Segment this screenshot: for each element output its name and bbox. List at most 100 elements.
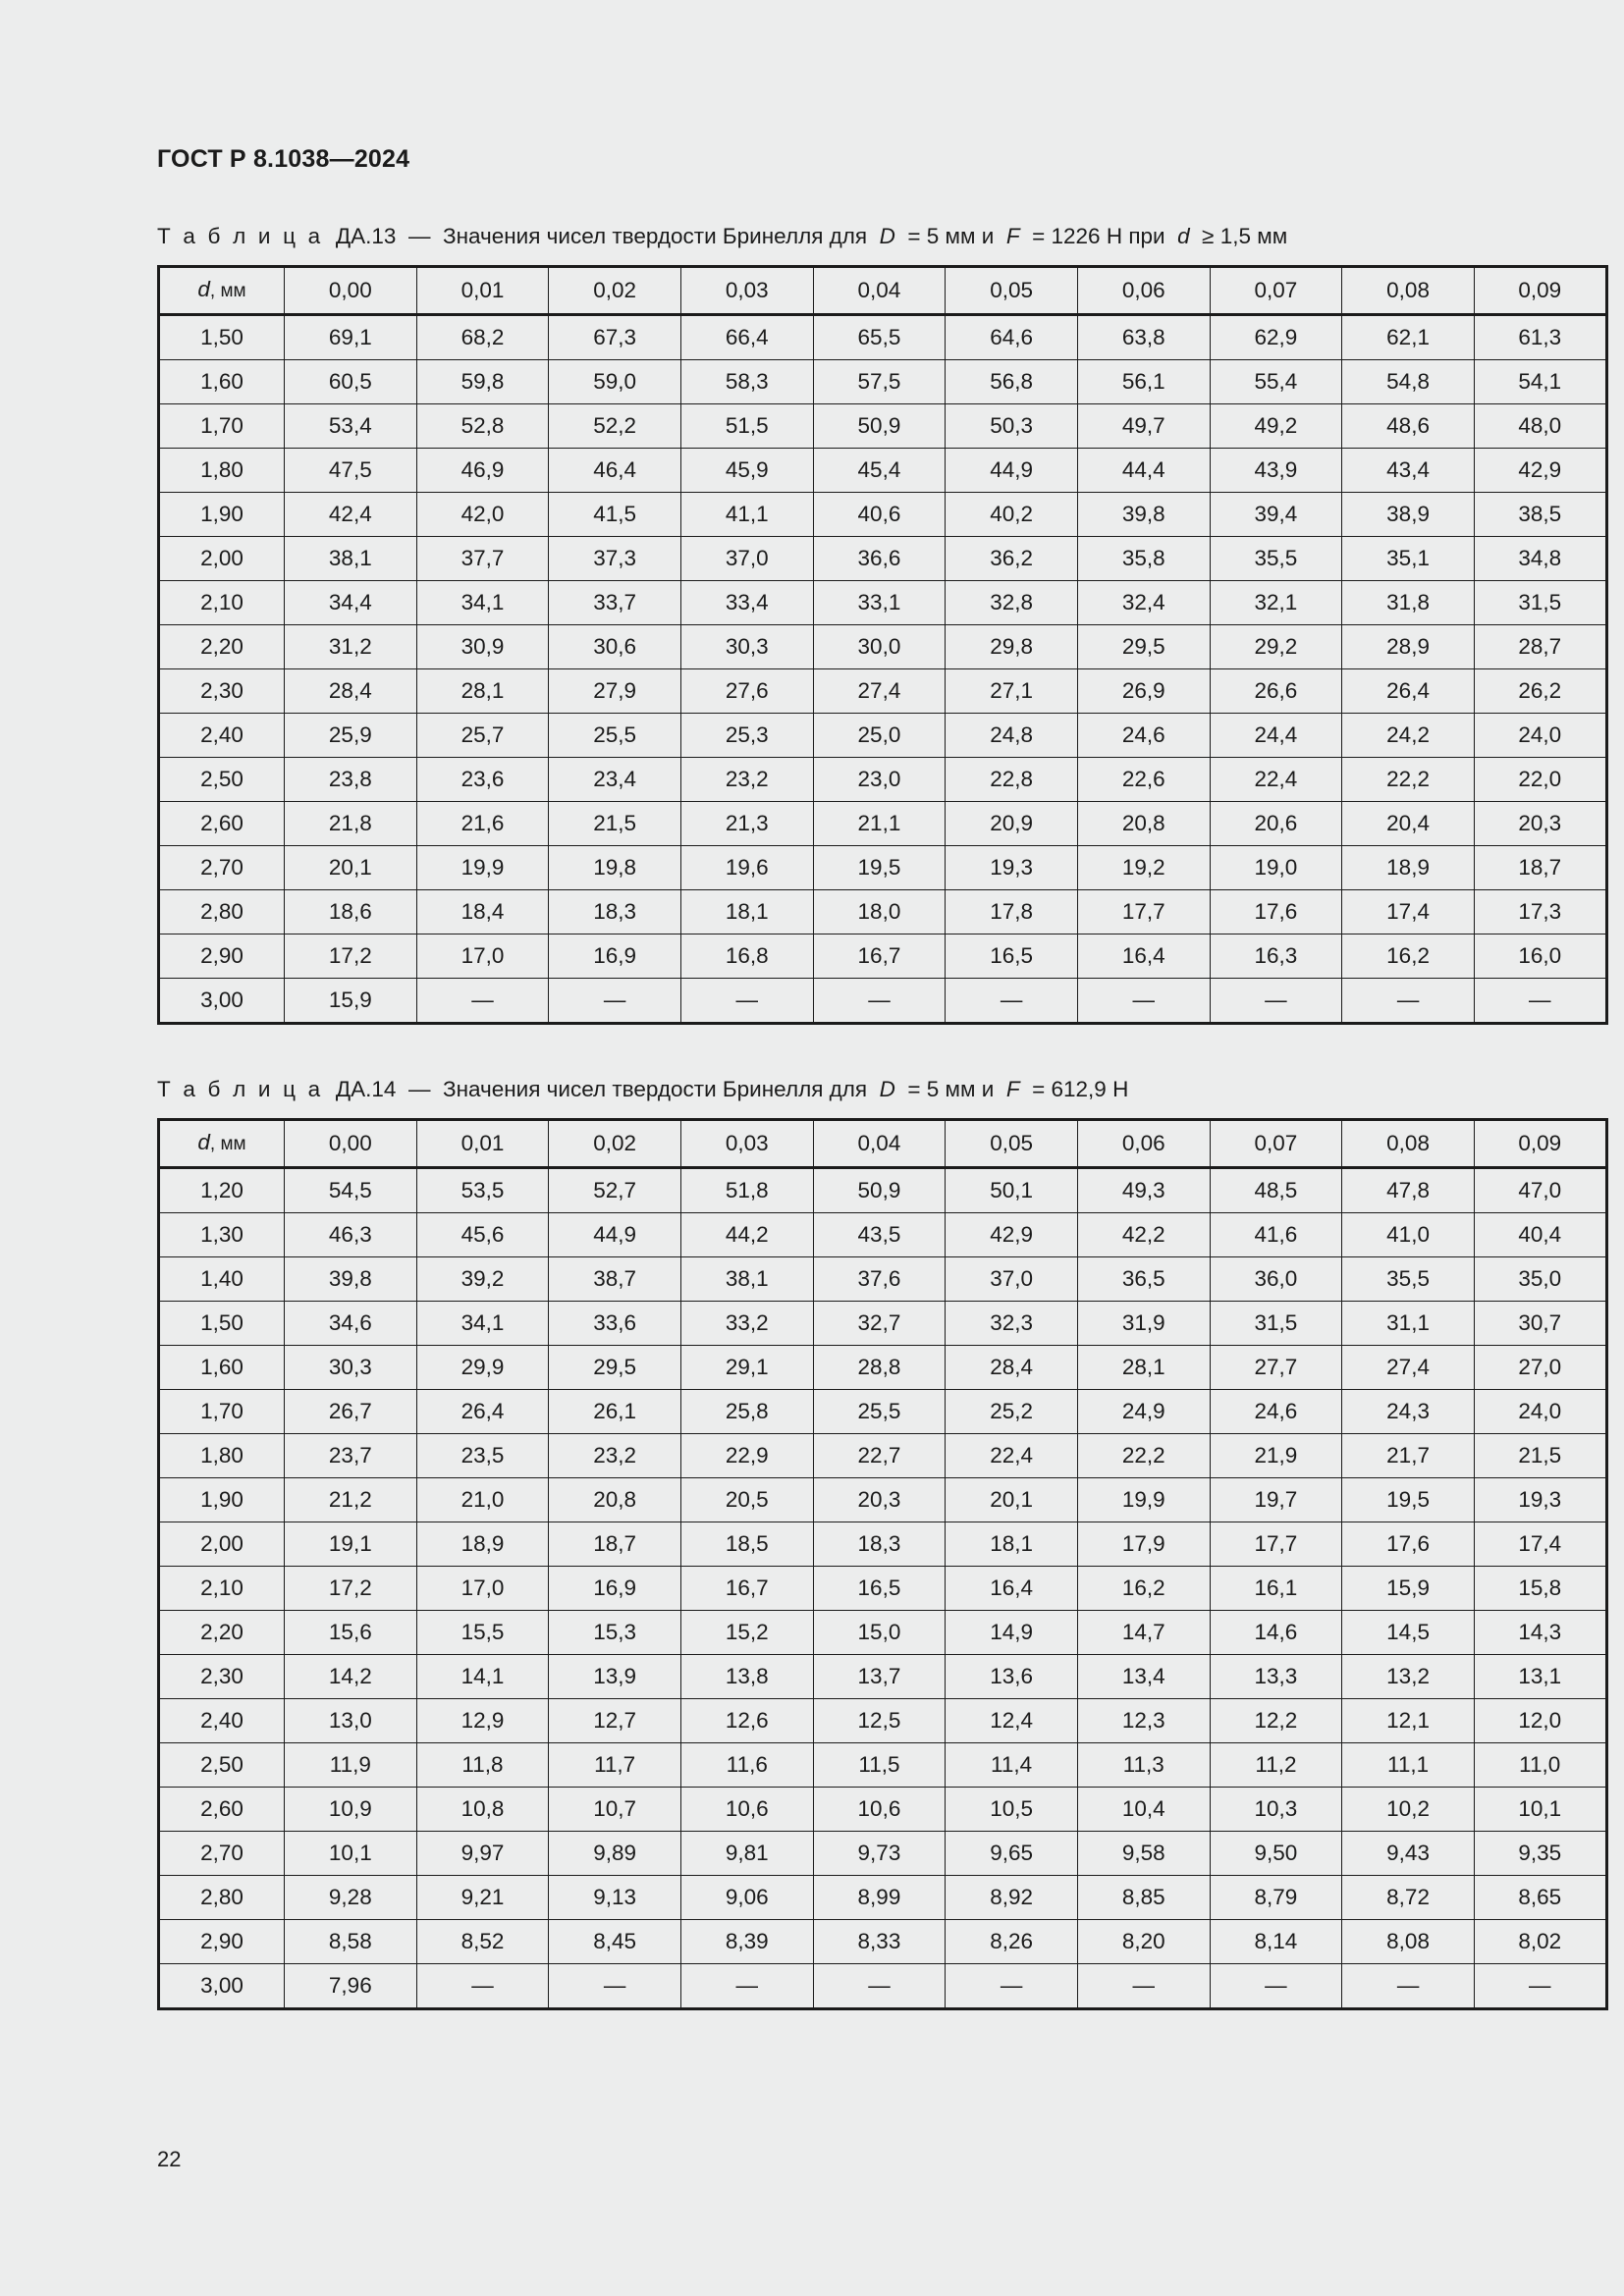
cell-hardness-value: 45,6 xyxy=(415,1212,550,1257)
cell-hardness-value: 9,65 xyxy=(945,1831,1078,1876)
cell-hardness-value: 38,1 xyxy=(679,1256,814,1302)
cell-hardness-value: 9,13 xyxy=(548,1875,681,1920)
cell-hardness-value: 16,0 xyxy=(1473,934,1608,979)
cell-hardness-value: 21,5 xyxy=(1473,1433,1608,1478)
table-row: 1,40 39,8 39,2 38,7 38,1 37,6 37,0 36,5 36,0 35,5… xyxy=(157,1256,1608,1302)
cell-hardness-value: 28,4 xyxy=(284,668,417,714)
table-row: 2,10 17,2 17,0 16,9 16,7 16,5 16,4 16,2 16,1 15,9… xyxy=(157,1566,1608,1611)
cell-hardness-value: — xyxy=(1473,1963,1608,2010)
cell-hardness-value: 11,8 xyxy=(415,1742,550,1788)
table-row: 2,70 10,1 9,97 9,89 9,81 9,73 9,65 9,58 9,50 9,43… xyxy=(157,1831,1608,1876)
cell-hardness-value: 34,1 xyxy=(415,1301,550,1346)
cell-hardness-value: 36,5 xyxy=(1076,1256,1211,1302)
cell-hardness-value: 16,3 xyxy=(1209,934,1343,979)
cell-hardness-value: 9,43 xyxy=(1341,1831,1475,1876)
table-head: d, мм 0,00 0,01 0,02 0,03 0,04 0,05 0,06 0,07 0,… xyxy=(157,1118,1608,1169)
cell-d-value: 1,70 xyxy=(157,403,285,449)
cell-hardness-value: 20,1 xyxy=(284,845,417,890)
cell-hardness-value: 8,52 xyxy=(415,1919,550,1964)
cell-hardness-value: 23,7 xyxy=(284,1433,417,1478)
cell-hardness-value: 40,2 xyxy=(945,492,1078,537)
cell-hardness-value: 35,0 xyxy=(1473,1256,1608,1302)
cell-d-value: 1,60 xyxy=(157,359,285,404)
cell-hardness-value: 28,8 xyxy=(812,1345,947,1390)
caption-variable-D: D xyxy=(879,1077,895,1101)
cell-hardness-value: 17,0 xyxy=(415,1566,550,1611)
cell-d-value: 3,00 xyxy=(157,978,285,1025)
cell-hardness-value: 33,4 xyxy=(679,580,814,625)
cell-hardness-value: 53,4 xyxy=(284,403,417,449)
cell-hardness-value: 12,6 xyxy=(679,1698,814,1743)
cell-hardness-value: 13,7 xyxy=(812,1654,947,1699)
cell-hardness-value: 11,0 xyxy=(1473,1742,1608,1788)
table-row: 2,30 14,2 14,1 13,9 13,8 13,7 13,6 13,4 13,3 13,2… xyxy=(157,1654,1608,1699)
cell-hardness-value: 23,8 xyxy=(284,757,417,802)
caption-label: Т а б л и ц а xyxy=(157,224,324,248)
caption-dash: — xyxy=(407,224,431,248)
cell-hardness-value: 12,3 xyxy=(1076,1698,1211,1743)
cell-hardness-value: 26,1 xyxy=(548,1389,681,1434)
cell-hardness-value: 19,9 xyxy=(415,845,550,890)
cell-hardness-value: 10,8 xyxy=(415,1787,550,1832)
caption-text-part1: Значения чисел твердости Бринелля для xyxy=(442,1077,868,1101)
cell-hardness-value: 19,8 xyxy=(548,845,681,890)
cell-hardness-value: 14,1 xyxy=(415,1654,550,1699)
cell-hardness-value: 22,4 xyxy=(1209,757,1343,802)
cell-hardness-value: 25,9 xyxy=(284,713,417,758)
cell-hardness-value: 56,1 xyxy=(1076,359,1211,404)
cell-hardness-value: 52,2 xyxy=(548,403,681,449)
cell-hardness-value: 18,7 xyxy=(1473,845,1608,890)
cell-hardness-value: 69,1 xyxy=(284,314,417,360)
column-header-0-09: 0,09 xyxy=(1473,265,1608,316)
cell-hardness-value: 38,9 xyxy=(1341,492,1475,537)
cell-hardness-value: 48,6 xyxy=(1341,403,1475,449)
cell-hardness-value: 32,7 xyxy=(812,1301,947,1346)
cell-hardness-value: 14,6 xyxy=(1209,1610,1343,1655)
cell-hardness-value: 34,1 xyxy=(415,580,550,625)
cell-hardness-value: — xyxy=(1076,1963,1211,2010)
cell-hardness-value: 21,8 xyxy=(284,801,417,846)
cell-d-value: 2,50 xyxy=(157,757,285,802)
cell-hardness-value: — xyxy=(1341,1963,1475,2010)
cell-hardness-value: 12,0 xyxy=(1473,1698,1608,1743)
caption-dash: — xyxy=(407,1077,431,1101)
cell-d-value: 1,40 xyxy=(157,1256,285,1302)
cell-hardness-value: 8,65 xyxy=(1473,1875,1608,1920)
column-header-0-04: 0,04 xyxy=(812,265,947,316)
cell-hardness-value: 21,0 xyxy=(415,1477,550,1522)
cell-hardness-value: 42,0 xyxy=(415,492,550,537)
column-header-0-07: 0,07 xyxy=(1209,265,1343,316)
cell-hardness-value: 48,0 xyxy=(1473,403,1608,449)
cell-hardness-value: 11,4 xyxy=(945,1742,1078,1788)
cell-hardness-value: 37,3 xyxy=(548,536,681,581)
cell-hardness-value: 22,7 xyxy=(812,1433,947,1478)
table-row: 2,50 11,9 11,8 11,7 11,6 11,5 11,4 11,3 11,2 11,1… xyxy=(157,1742,1608,1788)
column-header-0-02: 0,02 xyxy=(548,265,681,316)
cell-hardness-value: 40,6 xyxy=(812,492,947,537)
cell-hardness-value: 22,0 xyxy=(1473,757,1608,802)
table-row: 2,90 17,2 17,0 16,9 16,8 16,7 16,5 16,4 16,3 16,2… xyxy=(157,934,1608,979)
cell-d-value: 1,50 xyxy=(157,314,285,360)
cell-d-value: 2,90 xyxy=(157,934,285,979)
cell-d-value: 2,50 xyxy=(157,1742,285,1788)
cell-hardness-value: 32,3 xyxy=(945,1301,1078,1346)
cell-hardness-value: 17,7 xyxy=(1076,889,1211,934)
cell-hardness-value: 44,4 xyxy=(1076,448,1211,493)
cell-hardness-value: 14,9 xyxy=(945,1610,1078,1655)
cell-hardness-value: — xyxy=(945,1963,1078,2010)
cell-hardness-value: 24,6 xyxy=(1076,713,1211,758)
cell-hardness-value: 37,0 xyxy=(945,1256,1078,1302)
cell-hardness-value: 18,1 xyxy=(679,889,814,934)
cell-hardness-value: 16,9 xyxy=(548,1566,681,1611)
cell-hardness-value: 50,1 xyxy=(945,1167,1078,1213)
cell-hardness-value: 29,2 xyxy=(1209,624,1343,669)
cell-hardness-value: 42,2 xyxy=(1076,1212,1211,1257)
table-row: 2,40 25,9 25,7 25,5 25,3 25,0 24,8 24,6 24,4 24,2… xyxy=(157,713,1608,758)
cell-hardness-value: 57,5 xyxy=(812,359,947,404)
cell-d-value: 2,40 xyxy=(157,1698,285,1743)
table-row: 3,00 15,9— — — — — — — — — xyxy=(157,978,1608,1025)
column-header-0-06: 0,06 xyxy=(1076,265,1211,316)
cell-hardness-value: 66,4 xyxy=(679,314,814,360)
table-row: 2,80 9,28 9,21 9,13 9,06 8,99 8,92 8,85 8,79 8,72… xyxy=(157,1875,1608,1920)
cell-hardness-value: 35,1 xyxy=(1341,536,1475,581)
